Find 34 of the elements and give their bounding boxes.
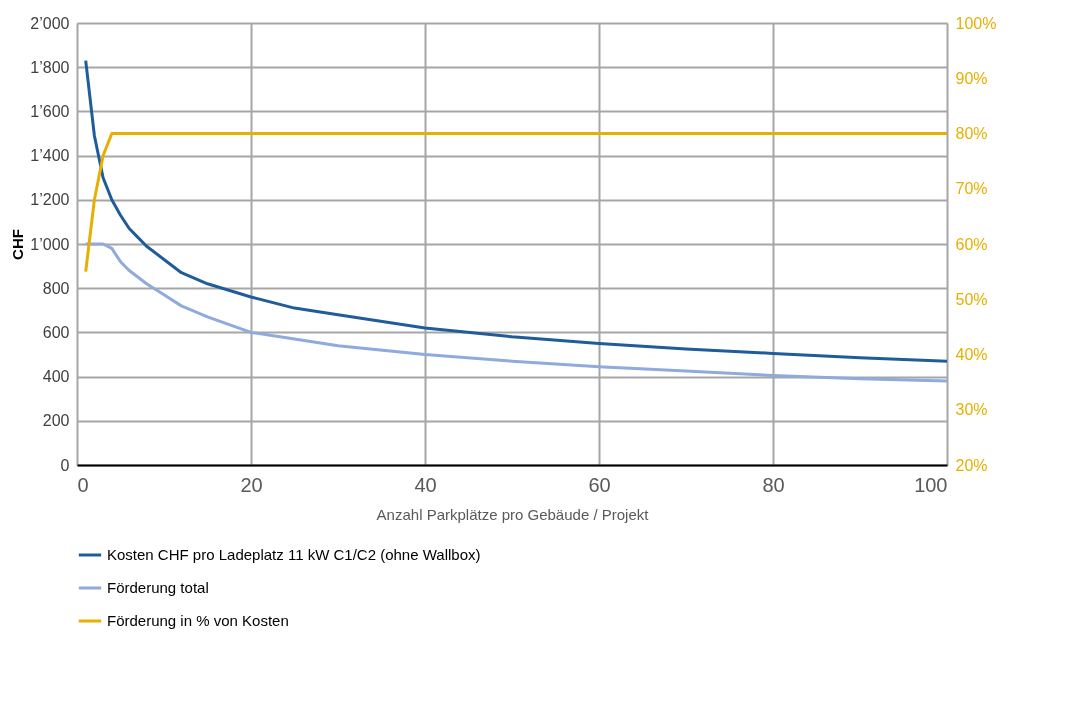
y-tick-label: 1’400: [30, 147, 70, 165]
x-tick-label: 60: [588, 473, 611, 496]
y-axis-title: CHF: [9, 229, 27, 260]
y2-tick-label: 70%: [955, 180, 988, 198]
y2-tick-label: 40%: [955, 346, 988, 363]
legend-label: Förderung in % von Kosten: [107, 612, 289, 629]
y-tick-label: 400: [42, 368, 70, 386]
x-tick-label: 20: [240, 473, 263, 496]
x-tick-label: 40: [414, 473, 437, 496]
y2-tick-label: 100%: [955, 14, 997, 32]
x-tick-label: 100: [914, 473, 948, 496]
line-series: [84, 59, 949, 363]
line-series: [84, 242, 949, 383]
legend-label: Förderung total: [107, 579, 209, 596]
line-series: [84, 132, 949, 274]
y2-tick-label: 60%: [955, 235, 988, 253]
y-tick-label: 1’200: [30, 191, 70, 209]
y2-tick-label: 50%: [955, 290, 988, 308]
y2-tick-label: 80%: [955, 125, 988, 142]
y2-tick-label: 90%: [955, 69, 988, 87]
y-tick-label: 1’600: [30, 102, 70, 120]
legend-label: Kosten CHF pro Ladeplatz 11 kW C1/C2 (ohne Wallbox): [107, 546, 481, 563]
y2-tick-label: 30%: [955, 401, 988, 419]
y-tick-label: 2’000: [30, 14, 70, 32]
y-tick-label: 600: [42, 323, 70, 341]
x-tick-label: 80: [762, 473, 785, 496]
y-tick-label: 1’800: [30, 58, 70, 76]
y-tick-label: 1’000: [30, 235, 70, 253]
x-tick-label: 0: [77, 473, 89, 496]
x-axis-title: Anzahl Parkplätze pro Gebäude / Projekt: [376, 505, 650, 523]
y-tick-label: 200: [42, 412, 70, 430]
y-tick-label: 800: [42, 279, 70, 297]
y-tick-label: 0: [60, 456, 70, 474]
y2-tick-label: 20%: [955, 456, 988, 474]
